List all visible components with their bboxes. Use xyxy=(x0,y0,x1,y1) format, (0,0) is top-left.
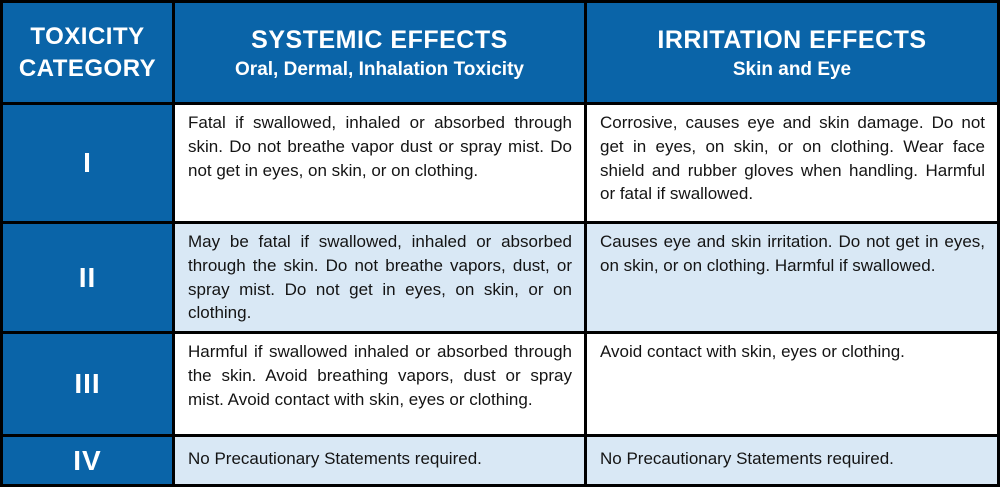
systemic-cell-I: Fatal if swallowed, inhaled or absorbed … xyxy=(175,105,584,221)
category-cell-I: I xyxy=(3,105,172,221)
irritation-effects-title: IRRITATION EFFECTS xyxy=(657,25,927,54)
irritation-effects-subtitle: Skin and Eye xyxy=(732,58,852,80)
category-cell-IV: IV xyxy=(3,437,172,484)
systemic-cell-II: May be fatal if swallowed, inhaled or ab… xyxy=(175,224,584,331)
irritation-cell-II: Causes eye and skin irritation. Do not g… xyxy=(587,224,997,331)
header-cell-toxicity-category: TOXICITY CATEGORY xyxy=(3,3,172,102)
header-cell-systemic-effects: SYSTEMIC EFFECTS Oral, Dermal, Inhalatio… xyxy=(175,3,584,102)
irritation-cell-I: Corrosive, causes eye and skin damage. D… xyxy=(587,105,997,221)
category-cell-III: III xyxy=(3,334,172,434)
systemic-cell-III: Harmful if swallowed inhaled or absorbed… xyxy=(175,334,584,434)
header-cell-irritation-effects: IRRITATION EFFECTS Skin and Eye xyxy=(587,3,997,102)
toxicity-category-header-label: TOXICITY CATEGORY xyxy=(18,23,157,82)
irritation-cell-IV: No Precautionary Statements required. xyxy=(587,437,997,484)
systemic-effects-subtitle: Oral, Dermal, Inhalation Toxicity xyxy=(235,58,524,80)
systemic-cell-IV: No Precautionary Statements required. xyxy=(175,437,584,484)
systemic-effects-title: SYSTEMIC EFFECTS xyxy=(251,25,508,54)
irritation-cell-III: Avoid contact with skin, eyes or clothin… xyxy=(587,334,997,434)
category-cell-II: II xyxy=(3,224,172,331)
